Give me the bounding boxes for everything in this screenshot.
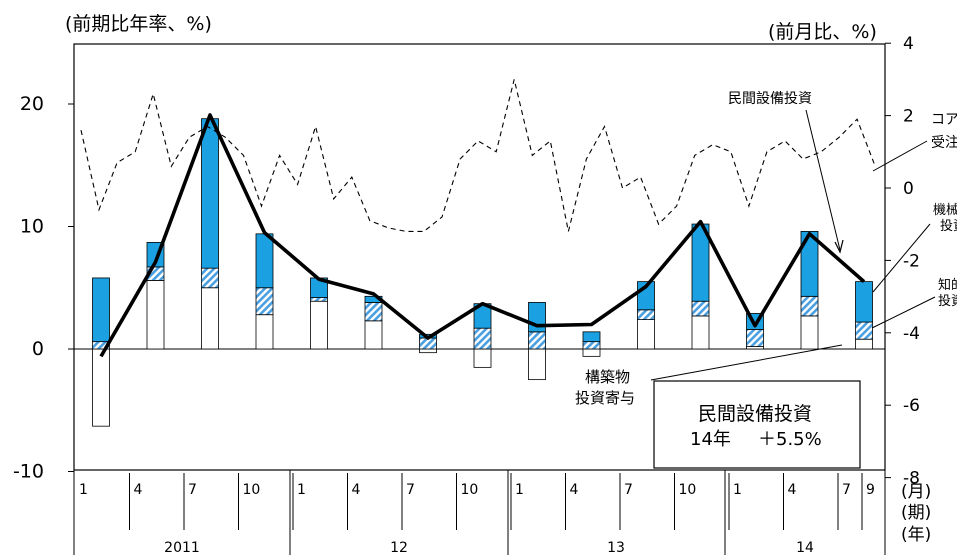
month-tick-label: 10 bbox=[679, 482, 697, 498]
plot-frame bbox=[73, 43, 886, 471]
callout-ip-pointer bbox=[871, 296, 936, 329]
capex-series bbox=[99, 113, 866, 358]
bar-machinery bbox=[92, 277, 110, 343]
left-axis-ticks: 20 10 0 -10 bbox=[13, 93, 74, 483]
month-tick-label: 7 bbox=[406, 482, 415, 498]
bar-construction bbox=[691, 315, 710, 350]
info-box-year: 14年 bbox=[690, 429, 731, 450]
month-tick-label: 9 bbox=[866, 482, 875, 498]
year-label: 12 bbox=[390, 540, 408, 555]
bar-construction bbox=[146, 279, 165, 350]
callout-construction-1: 構築物 bbox=[585, 368, 630, 386]
right-axis-title: (前月比、%) bbox=[768, 21, 877, 43]
bar-ip bbox=[310, 297, 328, 302]
month-tick-label: 7 bbox=[842, 482, 851, 498]
right-tick-label: 4 bbox=[903, 34, 914, 54]
callout-capex-pointer bbox=[805, 109, 841, 251]
bar-ip bbox=[473, 327, 492, 350]
month-tick-label: 1 bbox=[79, 482, 88, 498]
callout-construction-2: 投資寄与 bbox=[575, 389, 635, 407]
month-tick-label: 4 bbox=[352, 482, 361, 498]
callout-core-pointer bbox=[872, 140, 928, 172]
bar-ip bbox=[201, 267, 219, 289]
bar-ip bbox=[255, 287, 274, 316]
callout-capex: 民間設備投資 bbox=[728, 91, 812, 107]
unit-month: (月) bbox=[901, 482, 931, 502]
callout-core-orders-1: コア機械 bbox=[931, 112, 957, 128]
left-axis-title: (前期比年率、%) bbox=[65, 13, 212, 35]
bar-construction bbox=[800, 315, 819, 350]
bar-construction bbox=[473, 348, 492, 368]
callout-machinery-pointer bbox=[872, 223, 931, 293]
callout-machinery-2: 投資 bbox=[940, 218, 957, 234]
right-tick-label: -2 bbox=[903, 251, 920, 271]
bar-construction bbox=[92, 348, 110, 427]
bar-machinery bbox=[855, 281, 873, 323]
callout-core-orders-2: 受注 bbox=[931, 135, 957, 151]
bar-machinery bbox=[255, 233, 274, 289]
bar-construction bbox=[582, 348, 601, 357]
bar-ip bbox=[691, 300, 710, 317]
right-tick-label: -6 bbox=[903, 396, 920, 416]
info-box-title: 民間設備投資 bbox=[698, 403, 812, 425]
bar-machinery bbox=[800, 230, 819, 297]
bar-construction bbox=[201, 287, 219, 350]
month-tick-label: 1 bbox=[297, 482, 306, 498]
month-tick-label: 4 bbox=[788, 482, 797, 498]
info-box bbox=[653, 380, 861, 469]
bar-construction bbox=[255, 314, 274, 350]
bar-construction bbox=[364, 320, 383, 350]
month-tick-label: 10 bbox=[243, 482, 261, 498]
bar-ip bbox=[800, 295, 819, 317]
bar-ip bbox=[746, 328, 764, 347]
bar-machinery bbox=[201, 118, 219, 269]
right-tick-label: 0 bbox=[903, 179, 914, 199]
month-tick-label: 4 bbox=[134, 482, 143, 498]
bar-construction bbox=[528, 348, 546, 381]
right-tick-label: 2 bbox=[903, 107, 914, 127]
left-tick-label: 0 bbox=[32, 338, 44, 360]
callout-ip-2: 投資 bbox=[938, 293, 957, 309]
info-box-value: ＋5.5% bbox=[758, 429, 822, 450]
callout-ip-1: 知的 bbox=[938, 277, 957, 293]
month-tick-label: 1 bbox=[733, 482, 742, 498]
bar-construction bbox=[855, 338, 873, 350]
bar-ip bbox=[582, 341, 601, 350]
callout-machinery-1: 機械 bbox=[933, 203, 957, 218]
month-tick-label: 7 bbox=[188, 482, 197, 498]
capex-line bbox=[99, 113, 866, 358]
bar-machinery bbox=[582, 331, 601, 343]
month-tick-label: 7 bbox=[624, 482, 633, 498]
month-tick-label: 10 bbox=[461, 482, 479, 498]
bar-construction bbox=[419, 348, 437, 354]
right-tick-label: -4 bbox=[903, 324, 920, 344]
year-label: 2011 bbox=[164, 540, 200, 555]
left-tick-label: 10 bbox=[20, 216, 44, 238]
core-orders-series bbox=[80, 79, 876, 232]
year-label: 14 bbox=[796, 540, 814, 555]
core-machinery-orders-line bbox=[80, 79, 876, 232]
bar-ip bbox=[528, 331, 546, 350]
bar-ip bbox=[364, 302, 383, 322]
year-label: 13 bbox=[607, 540, 625, 555]
bar-construction bbox=[637, 319, 655, 350]
left-tick-label: 20 bbox=[20, 93, 44, 115]
right-axis-ticks: 4 2 0 -2 -4 -6 -8 bbox=[885, 34, 920, 489]
month-tick-label: 1 bbox=[515, 482, 524, 498]
month-tick-label: 4 bbox=[570, 482, 579, 498]
bar-construction bbox=[310, 300, 328, 350]
stacked-bars bbox=[92, 118, 873, 427]
left-tick-label: -10 bbox=[13, 461, 44, 483]
bar-ip bbox=[637, 309, 655, 320]
callout-construction-pointer bbox=[650, 344, 843, 381]
unit-year: (年) bbox=[901, 525, 931, 545]
right-tick-label: -8 bbox=[903, 469, 920, 489]
bar-ip bbox=[855, 321, 873, 340]
callout-capex-arrowhead bbox=[834, 239, 844, 254]
unit-period: (期) bbox=[901, 503, 931, 523]
